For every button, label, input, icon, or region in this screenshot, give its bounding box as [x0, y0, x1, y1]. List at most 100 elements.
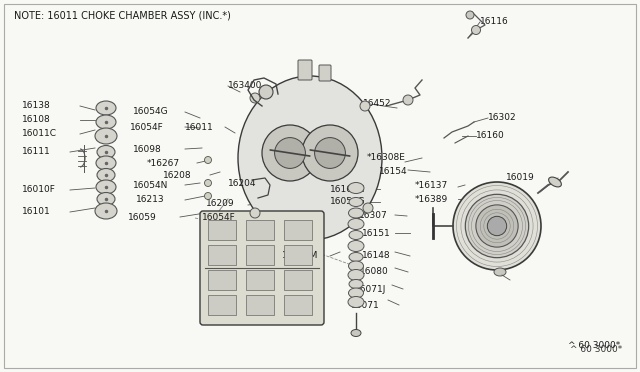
Bar [246, 245, 274, 265]
Ellipse shape [349, 288, 364, 298]
Ellipse shape [348, 296, 364, 308]
Text: 16080: 16080 [360, 267, 388, 276]
Text: 16151: 16151 [362, 228, 391, 237]
Text: 16111: 16111 [22, 148, 51, 157]
Circle shape [466, 11, 474, 19]
Ellipse shape [96, 180, 116, 194]
Bar [284, 270, 312, 290]
Ellipse shape [548, 177, 561, 187]
Circle shape [487, 217, 507, 236]
Text: 16011C: 16011C [22, 129, 57, 138]
Ellipse shape [96, 115, 116, 129]
Ellipse shape [351, 330, 361, 337]
FancyBboxPatch shape [200, 211, 324, 325]
Ellipse shape [348, 269, 364, 280]
Text: *16308E: *16308E [367, 154, 406, 163]
Circle shape [453, 182, 541, 270]
Circle shape [250, 208, 260, 218]
Bar [246, 220, 274, 240]
Text: 16160N: 16160N [330, 185, 365, 193]
Text: 16208: 16208 [163, 170, 191, 180]
Text: 16209: 16209 [206, 199, 235, 208]
Text: 16213: 16213 [136, 196, 164, 205]
Circle shape [476, 205, 518, 247]
Text: 16054M: 16054M [282, 251, 318, 260]
Ellipse shape [348, 218, 364, 230]
Text: 16019: 16019 [506, 173, 535, 183]
Circle shape [465, 194, 529, 258]
Ellipse shape [349, 231, 363, 240]
Ellipse shape [96, 101, 116, 115]
FancyBboxPatch shape [298, 60, 312, 80]
Bar [208, 245, 236, 265]
Text: 16116: 16116 [480, 17, 509, 26]
Circle shape [250, 93, 260, 103]
Ellipse shape [95, 203, 117, 219]
Circle shape [403, 95, 413, 105]
Ellipse shape [96, 156, 116, 170]
Text: 16071: 16071 [351, 301, 380, 310]
Text: 16054N: 16054N [133, 180, 168, 189]
Bar [284, 220, 312, 240]
Text: 16071J: 16071J [355, 285, 387, 294]
Bar [208, 220, 236, 240]
Text: 16452: 16452 [363, 99, 392, 108]
Circle shape [360, 101, 370, 111]
Text: 16054G: 16054G [133, 108, 168, 116]
Ellipse shape [95, 128, 117, 144]
Text: ^ 60 3000*: ^ 60 3000* [568, 341, 620, 350]
Text: *16137: *16137 [415, 180, 448, 189]
Text: 16148: 16148 [362, 251, 390, 260]
Text: 16160: 16160 [476, 131, 505, 141]
Text: *16389: *16389 [415, 195, 448, 203]
Ellipse shape [349, 198, 363, 206]
Circle shape [205, 157, 211, 164]
Bar [208, 270, 236, 290]
Bar [246, 270, 274, 290]
Text: *16267: *16267 [147, 158, 180, 167]
FancyBboxPatch shape [319, 65, 331, 81]
Ellipse shape [349, 279, 363, 289]
Text: 16138: 16138 [22, 102, 51, 110]
Circle shape [315, 138, 346, 169]
Circle shape [363, 203, 373, 213]
Circle shape [259, 85, 273, 99]
Bar [208, 295, 236, 315]
Circle shape [262, 125, 318, 181]
Bar [284, 295, 312, 315]
Text: 16302: 16302 [488, 113, 516, 122]
Ellipse shape [348, 241, 364, 251]
Text: 16010F: 16010F [22, 186, 56, 195]
Ellipse shape [494, 268, 506, 276]
Text: NOTE: 16011 CHOKE CHAMBER ASSY (INC.*): NOTE: 16011 CHOKE CHAMBER ASSY (INC.*) [14, 11, 231, 21]
Ellipse shape [97, 169, 115, 182]
Text: *16389H: *16389H [483, 232, 523, 241]
Circle shape [205, 192, 211, 199]
Ellipse shape [348, 183, 364, 193]
Circle shape [472, 26, 481, 35]
Text: 16098: 16098 [133, 144, 162, 154]
Circle shape [205, 180, 211, 186]
Text: 16059: 16059 [128, 212, 157, 221]
Text: 16054F: 16054F [202, 212, 236, 221]
Ellipse shape [238, 76, 382, 240]
Text: 16011: 16011 [185, 122, 214, 131]
Text: 16101: 16101 [22, 208, 51, 217]
Text: 16307: 16307 [359, 212, 388, 221]
Text: 16054G: 16054G [330, 198, 365, 206]
Text: ^ 60 3000*: ^ 60 3000* [570, 346, 622, 355]
Ellipse shape [97, 192, 115, 205]
Text: 16108: 16108 [22, 115, 51, 125]
Circle shape [302, 125, 358, 181]
Text: 16154: 16154 [379, 167, 408, 176]
Bar [284, 245, 312, 265]
Ellipse shape [349, 208, 364, 218]
Text: 163400: 163400 [228, 81, 262, 90]
Circle shape [275, 138, 305, 169]
Ellipse shape [97, 145, 115, 158]
Bar [246, 295, 274, 315]
Text: 16054F: 16054F [130, 122, 164, 131]
Ellipse shape [349, 253, 363, 262]
Text: 16204: 16204 [228, 179, 257, 187]
Ellipse shape [349, 261, 364, 271]
